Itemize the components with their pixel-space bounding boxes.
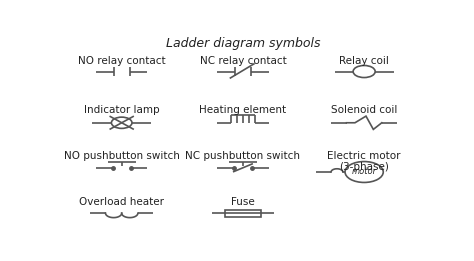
Text: Relay coil: Relay coil bbox=[339, 56, 389, 67]
Text: Indicator lamp: Indicator lamp bbox=[84, 105, 160, 115]
Text: NC relay contact: NC relay contact bbox=[200, 56, 286, 67]
Text: Overload heater: Overload heater bbox=[79, 197, 164, 207]
Text: Heating element: Heating element bbox=[200, 105, 286, 115]
Text: NO pushbutton switch: NO pushbutton switch bbox=[64, 151, 180, 161]
Text: NC pushbutton switch: NC pushbutton switch bbox=[185, 151, 301, 161]
Text: Electric motor
(3-phase): Electric motor (3-phase) bbox=[328, 151, 401, 173]
Text: Fuse: Fuse bbox=[231, 197, 255, 207]
Text: Solenoid coil: Solenoid coil bbox=[331, 105, 397, 115]
Text: motor: motor bbox=[352, 168, 377, 176]
Text: Ladder diagram symbols: Ladder diagram symbols bbox=[166, 37, 320, 50]
Bar bbox=[225, 210, 261, 217]
Text: NO relay contact: NO relay contact bbox=[78, 56, 165, 67]
